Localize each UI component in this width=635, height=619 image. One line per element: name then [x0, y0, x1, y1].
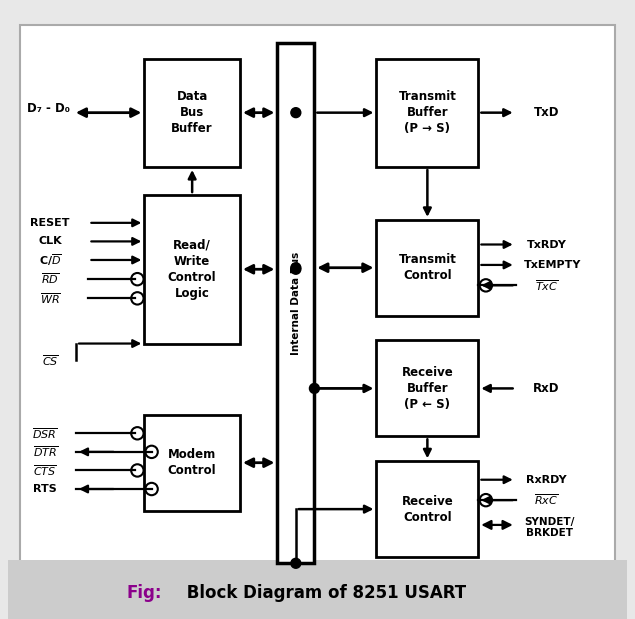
Circle shape — [291, 264, 301, 274]
Circle shape — [291, 108, 301, 118]
Text: $\overline{CS}$: $\overline{CS}$ — [42, 353, 58, 368]
Text: TxRDY: TxRDY — [526, 240, 566, 249]
Bar — [377, 59, 478, 167]
Text: RESET: RESET — [30, 218, 70, 228]
Text: $\overline{RD}$: $\overline{RD}$ — [41, 272, 59, 287]
Text: Modem
Control: Modem Control — [168, 448, 217, 477]
Bar — [144, 195, 240, 344]
Text: $\overline{RxC}$: $\overline{RxC}$ — [535, 493, 559, 508]
Text: Read/
Write
Control
Logic: Read/ Write Control Logic — [168, 239, 217, 300]
Text: $\overline{CTS}$: $\overline{CTS}$ — [33, 463, 57, 478]
Text: Data
Bus
Buffer: Data Bus Buffer — [171, 90, 213, 136]
Bar — [377, 220, 478, 316]
Bar — [377, 461, 478, 557]
Text: SYNDET/
BRKDET: SYNDET/ BRKDET — [525, 517, 575, 538]
Bar — [144, 59, 240, 167]
Text: TxD: TxD — [534, 106, 559, 119]
Text: C/$\overline{D}$: C/$\overline{D}$ — [39, 252, 62, 268]
Text: Transmit
Control: Transmit Control — [398, 253, 457, 282]
Text: RxRDY: RxRDY — [526, 475, 567, 485]
Circle shape — [291, 558, 301, 568]
Bar — [8, 560, 627, 619]
Text: Internal Data Bus: Internal Data Bus — [291, 252, 301, 355]
Circle shape — [309, 383, 319, 394]
Text: $\overline{DTR}$: $\overline{DTR}$ — [32, 444, 58, 459]
Text: CLK: CLK — [38, 236, 62, 246]
Bar — [20, 25, 615, 563]
Text: $\overline{WR}$: $\overline{WR}$ — [40, 291, 60, 306]
Text: $\overline{TxC}$: $\overline{TxC}$ — [535, 278, 558, 293]
Text: Transmit
Buffer
(P → S): Transmit Buffer (P → S) — [398, 90, 457, 136]
Bar — [277, 43, 314, 563]
Text: Fig:: Fig: — [127, 584, 163, 602]
Text: RxD: RxD — [533, 382, 560, 395]
Text: Receive
Buffer
(P ← S): Receive Buffer (P ← S) — [401, 366, 453, 411]
Bar — [144, 415, 240, 511]
Text: RTS: RTS — [33, 484, 57, 494]
Text: Block Diagram of 8251 USART: Block Diagram of 8251 USART — [181, 584, 466, 602]
Bar — [377, 340, 478, 436]
Text: Receive
Control: Receive Control — [401, 495, 453, 524]
Circle shape — [291, 262, 301, 272]
Text: TxEMPTY: TxEMPTY — [524, 260, 582, 270]
Text: $\overline{DSR}$: $\overline{DSR}$ — [32, 426, 58, 441]
Text: D₇ - D₀: D₇ - D₀ — [27, 102, 70, 115]
